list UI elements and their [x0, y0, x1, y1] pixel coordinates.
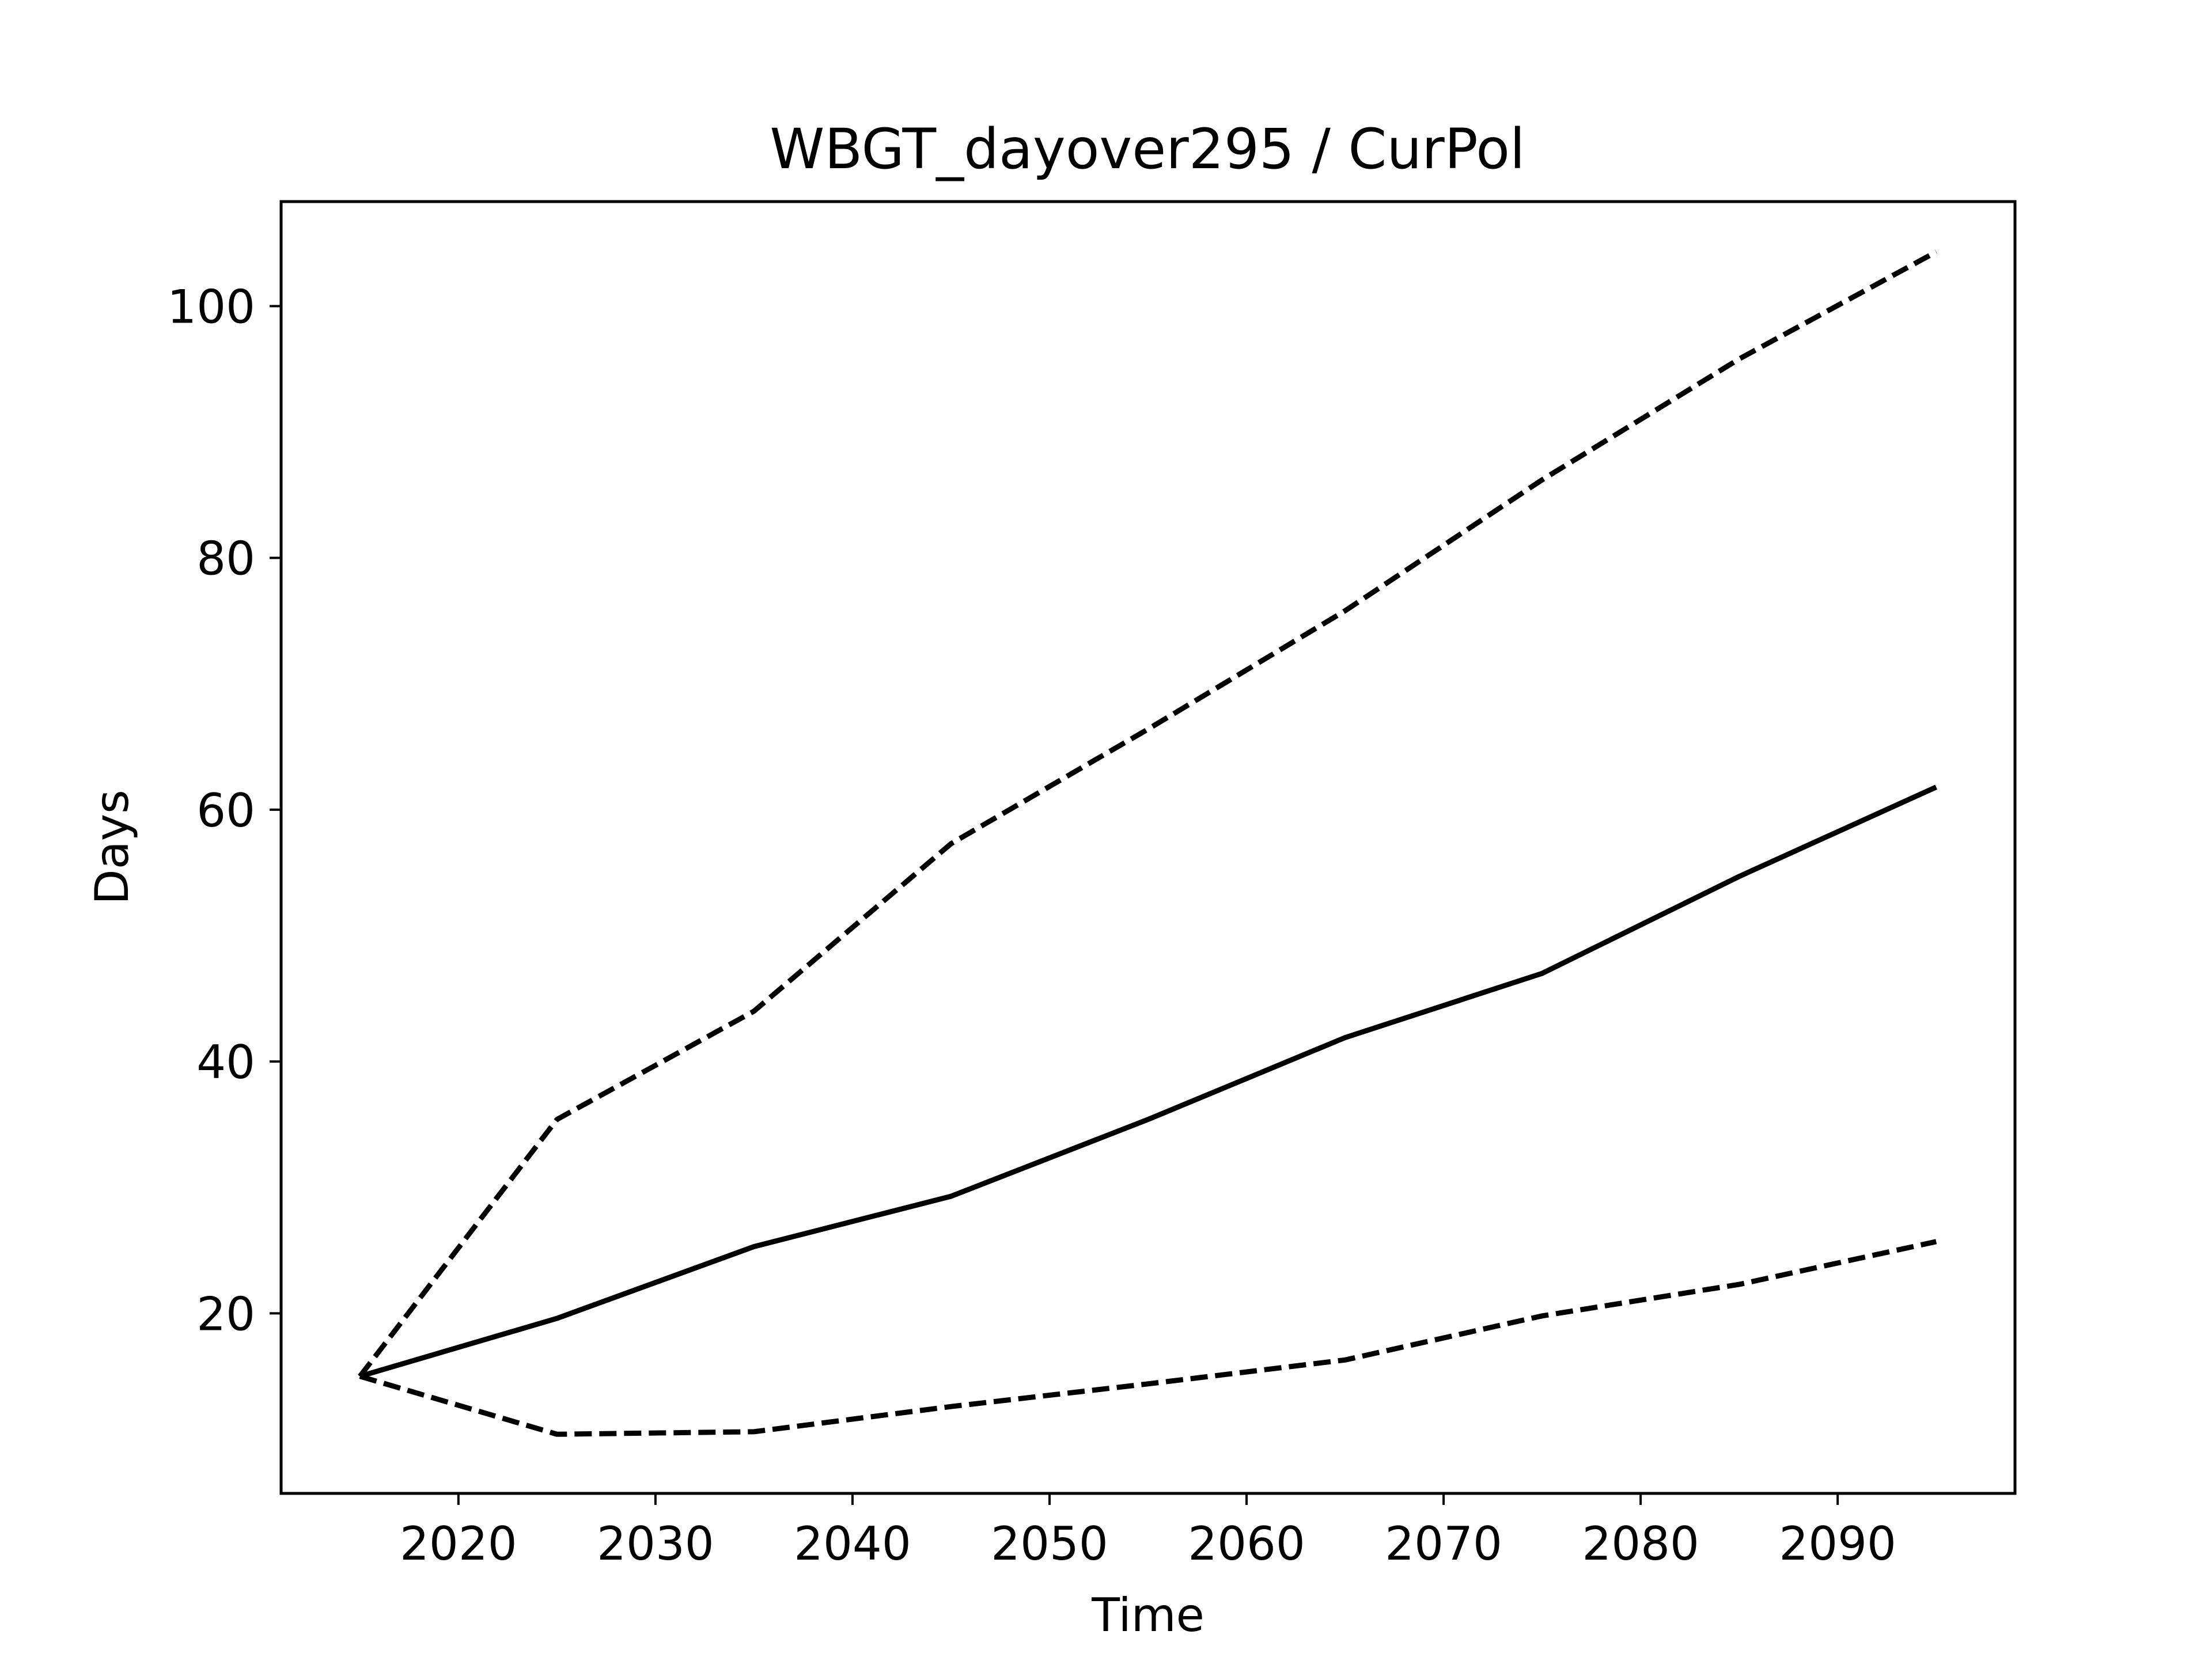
- x-tick-label: 2060: [1188, 1517, 1305, 1571]
- y-tick-label: 40: [196, 1036, 255, 1089]
- x-axis-label: Time: [1091, 1588, 1205, 1642]
- plot-frame: [279, 200, 2017, 1495]
- x-tick-label: 2020: [400, 1517, 517, 1571]
- chart-title: WBGT_dayover295 / CurPol: [770, 117, 1525, 181]
- x-tick-label: 2080: [1582, 1517, 1699, 1571]
- y-tick-label: 60: [196, 784, 255, 837]
- x-tick-label: 2040: [794, 1517, 911, 1571]
- series-line-2: [359, 784, 1938, 1379]
- y-tick-label: 100: [167, 280, 255, 333]
- y-tick-label: 80: [196, 532, 255, 586]
- x-tick-label: 2030: [597, 1517, 714, 1571]
- x-tick-label: 2050: [991, 1517, 1108, 1571]
- x-tick-label: 2070: [1385, 1517, 1502, 1571]
- x-tick-label: 2090: [1779, 1517, 1896, 1571]
- y-tick-label: 20: [196, 1287, 255, 1341]
- plot-lines: [358, 249, 1938, 1437]
- x-axis: 2020 2030 2040 2050 2060 2070 2080 2090: [400, 1493, 1896, 1571]
- y-axis: 20 40 60 80 100: [167, 280, 281, 1341]
- series-line-1: [358, 249, 1938, 1378]
- y-axis-label: Days: [85, 790, 139, 905]
- series-line-3: [359, 1239, 1937, 1437]
